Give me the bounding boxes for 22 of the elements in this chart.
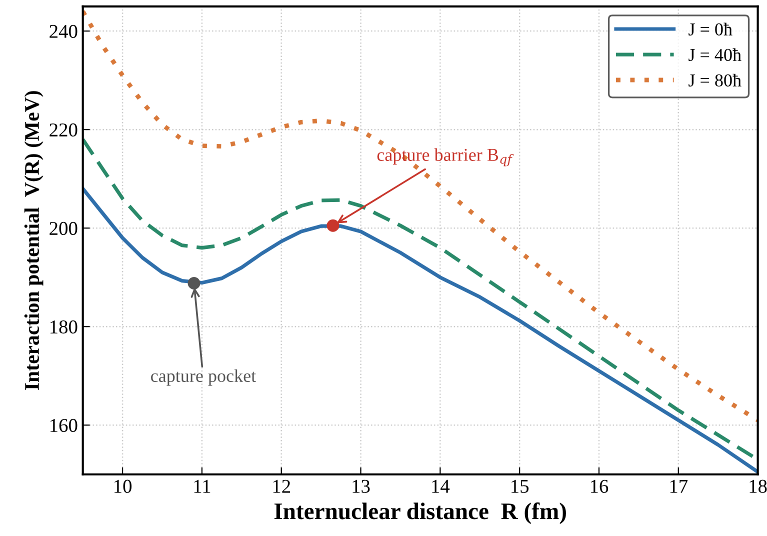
x-tick-label: 17: [670, 480, 688, 493]
x-tick-label: 10: [114, 480, 132, 493]
x-tick-label: 18: [750, 480, 767, 493]
y-tick-label: 180: [50, 320, 78, 334]
y-tick-label: 200: [50, 222, 78, 236]
x-tick-label: 15: [512, 480, 529, 493]
legend-label: J = 40ħ: [688, 48, 742, 62]
x-tick-label: 12: [273, 480, 290, 493]
x-tick-label: 13: [352, 480, 370, 493]
annotation: capture barrier B$_{qf}$: [377, 148, 514, 166]
y-tick-label: 240: [50, 24, 78, 38]
x-tick-label: 11: [194, 480, 210, 493]
y-axis-title: Interaction potential V(R) (MeV): [24, 91, 44, 390]
y-tick-label: 160: [50, 418, 78, 432]
annotation: capture pocket: [151, 369, 256, 386]
x-axis-title: Internuclear distance R (fm): [274, 502, 566, 524]
line-series: [82, 9, 758, 422]
legend-label: J = 0ħ: [688, 22, 732, 36]
x-tick-label: 16: [590, 480, 608, 493]
y-tick-label: 220: [50, 123, 78, 137]
legend-label: J = 80ħ: [688, 74, 742, 87]
x-tick-label: 14: [432, 480, 450, 493]
